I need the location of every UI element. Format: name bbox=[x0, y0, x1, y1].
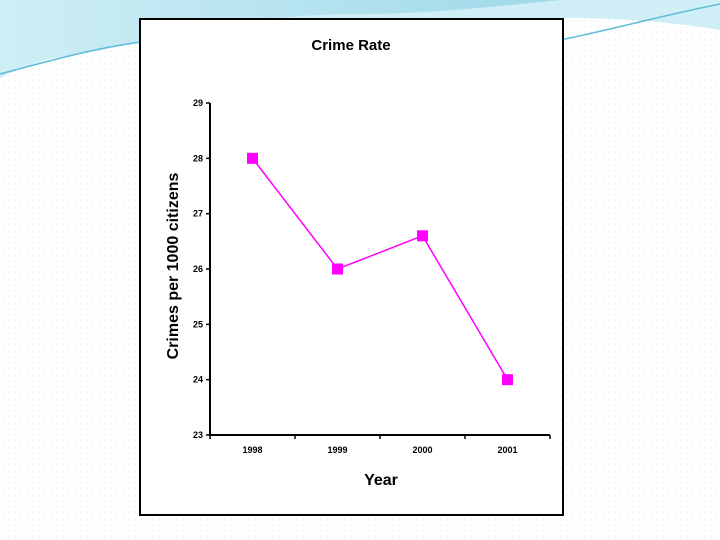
data-point-marker bbox=[417, 230, 428, 242]
y-tick-label: 23 bbox=[193, 430, 203, 440]
header-wave-front bbox=[0, 0, 560, 66]
data-point-marker bbox=[332, 263, 343, 275]
chart-title: Crime Rate bbox=[311, 37, 390, 54]
series-line bbox=[251, 157, 509, 381]
y-tick-label: 24 bbox=[193, 375, 203, 385]
x-tick-label: 1998 bbox=[242, 445, 262, 455]
y-tick-label: 26 bbox=[193, 264, 203, 274]
x-axis-title: Year bbox=[364, 472, 398, 489]
line-chart: Crime Rate 23 24 25 26 27 28 29 1998 1999 2000 20… bbox=[165, 37, 551, 489]
y-axis-ticks: 23 24 25 26 27 28 29 bbox=[193, 98, 210, 440]
y-axis-title: Crimes per 1000 citizens bbox=[165, 173, 182, 360]
x-tick-label: 1999 bbox=[327, 445, 347, 455]
axes bbox=[209, 103, 550, 436]
y-tick-label: 27 bbox=[193, 209, 203, 219]
y-tick-label: 29 bbox=[193, 98, 203, 108]
data-point-marker bbox=[502, 374, 513, 386]
series-group bbox=[247, 152, 513, 386]
y-tick-label: 28 bbox=[193, 153, 203, 163]
y-tick-label: 25 bbox=[193, 319, 203, 329]
data-point-marker bbox=[247, 152, 258, 164]
chart-container: Crime Rate 23 24 25 26 27 28 29 1998 1999 2000 20… bbox=[139, 18, 564, 516]
x-axis-ticks: 1998 1999 2000 2001 bbox=[209, 435, 551, 455]
x-tick-label: 2000 bbox=[412, 445, 432, 455]
x-tick-label: 2001 bbox=[497, 445, 517, 455]
